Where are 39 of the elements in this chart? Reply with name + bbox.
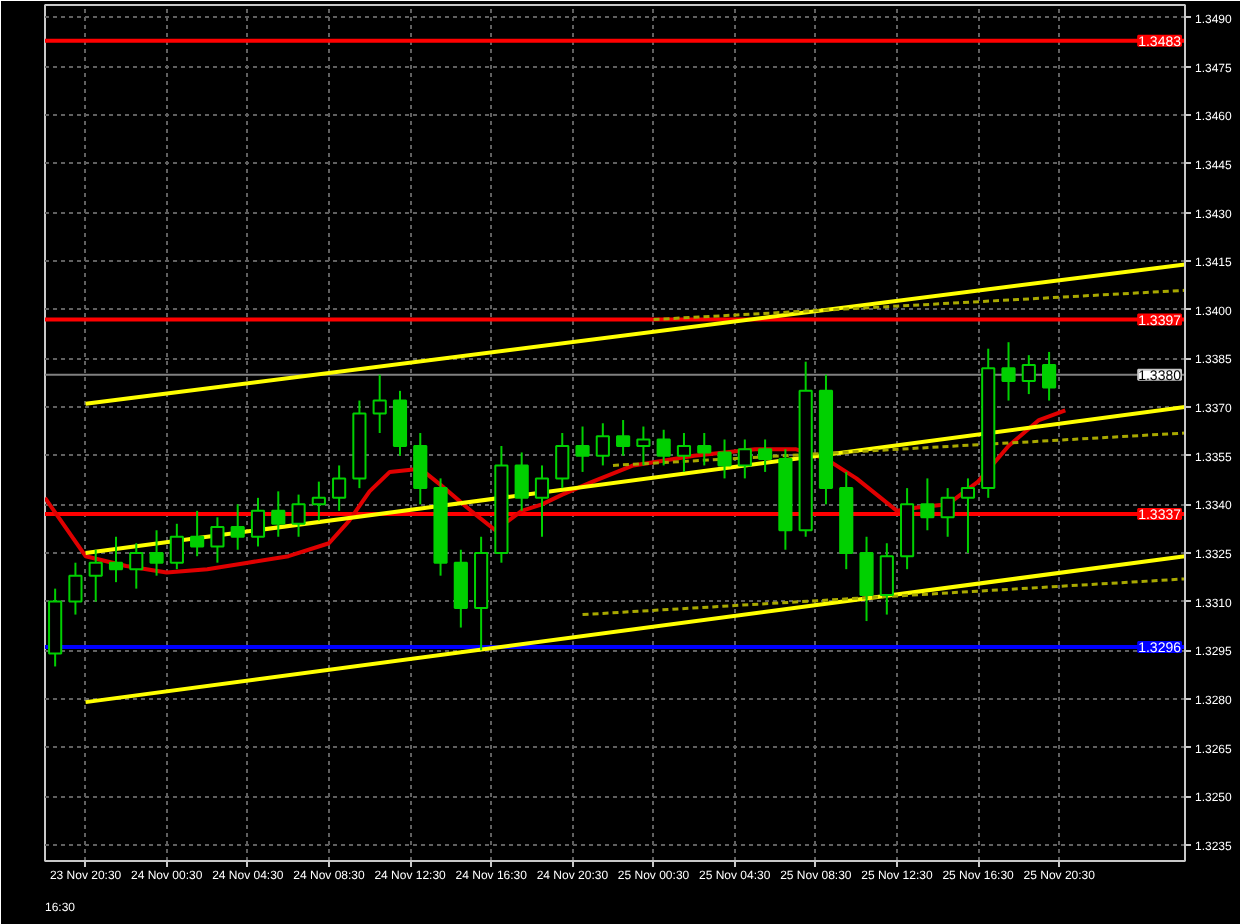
candlestick [595,422,610,467]
candlestick [636,425,651,467]
candlestick [534,464,550,538]
candlestick [940,487,955,538]
candlestick [879,542,894,616]
candlestick [960,477,976,554]
candlestick [717,438,732,480]
candlestick [920,477,935,532]
candlestick [210,516,225,564]
candlestick [656,428,671,467]
candlestick [250,496,266,548]
candlestick [1042,350,1057,402]
candlestick [311,480,326,522]
candlestick [859,535,874,623]
candlestick [149,529,164,577]
candlestick [575,425,590,473]
candlestick [676,432,692,473]
candlestick [129,542,144,590]
candlestick [616,419,631,457]
candlestick [190,509,205,558]
candlestick [1021,354,1036,396]
candlestick [88,548,103,603]
candlestick [413,432,428,506]
candlestick [108,535,124,584]
candlestick [230,503,245,551]
candlestick [271,490,286,538]
candlestick [372,373,387,434]
candlestick [1001,341,1016,402]
candlestick [392,389,408,457]
candlestick [332,464,347,512]
candlestick [291,493,306,538]
candlestick [169,522,184,571]
candlestick [697,432,712,467]
candlestick [555,432,570,490]
candlestick [758,438,773,473]
candlestick [514,451,529,512]
candlestick [737,438,752,480]
candlestick [68,561,83,616]
candlestick [453,548,468,629]
